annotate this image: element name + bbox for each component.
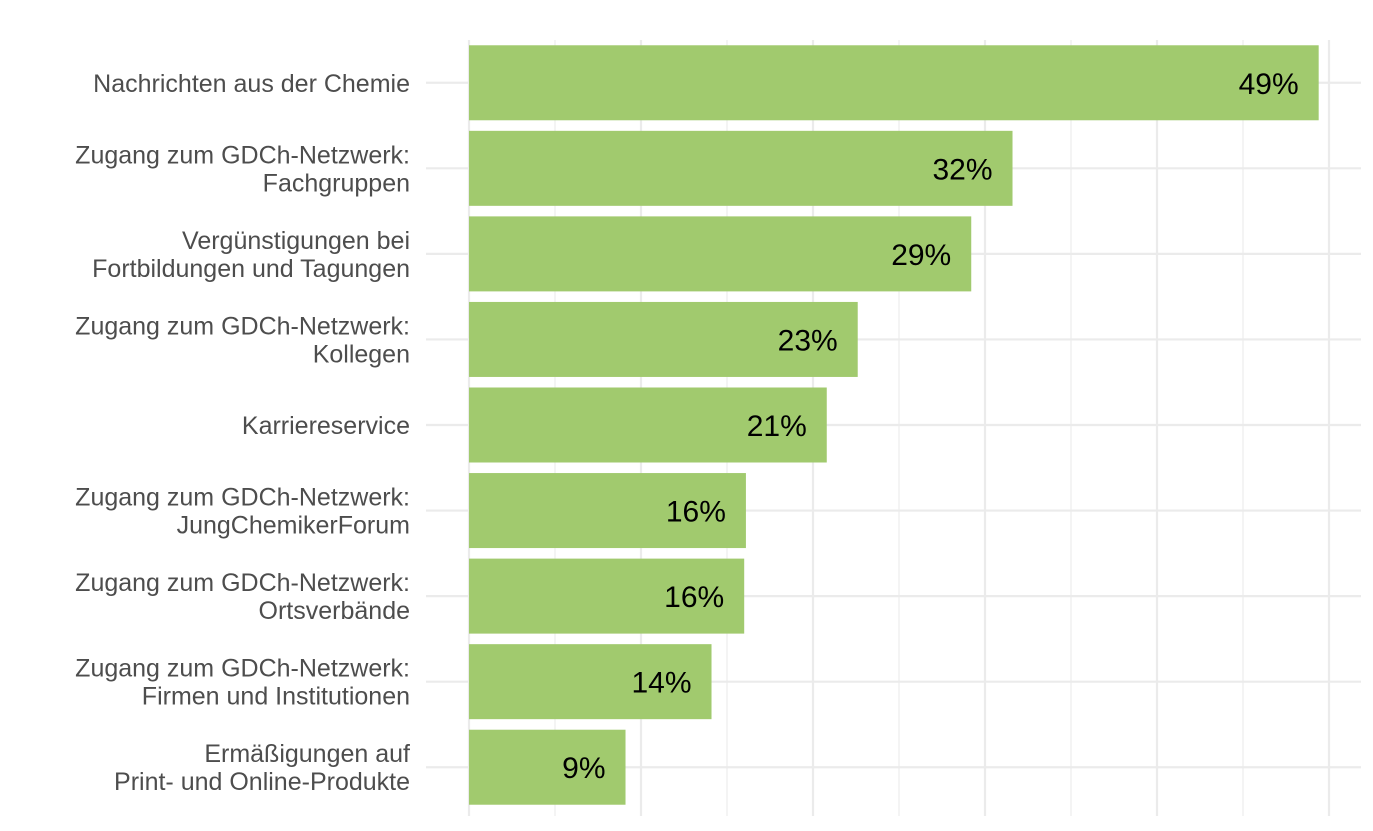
category-label: Karriereservice <box>242 412 410 440</box>
value-label: 16% <box>664 581 724 614</box>
value-label: 16% <box>666 496 726 529</box>
category-label: Zugang zum GDCh-Netzwerk: Ortsverbände <box>75 569 410 625</box>
value-labels: 49% 32% 29% 23% 21% 16% 16% 14% 9% <box>562 68 1299 785</box>
value-label: 32% <box>932 153 992 186</box>
bar <box>469 301 858 377</box>
category-label: Zugang zum GDCh-Netzwerk: Fachgruppen <box>75 141 410 197</box>
bar <box>469 473 746 549</box>
bar <box>469 729 626 805</box>
category-label: Nachrichten aus der Chemie <box>93 70 410 98</box>
bar <box>469 387 827 463</box>
value-label: 29% <box>891 239 951 272</box>
bar <box>469 130 1013 206</box>
category-label: Zugang zum GDCh-Netzwerk: Firmen und Inst… <box>75 655 410 711</box>
category-labels: Nachrichten aus der Chemie Zugang zum GDC… <box>75 70 410 796</box>
bar <box>469 45 1319 121</box>
value-label: 23% <box>778 324 838 357</box>
category-label: Vergünstigungen bei Fortbildungen und Tag… <box>92 227 410 283</box>
bar <box>469 558 745 634</box>
bar <box>469 644 712 720</box>
value-label: 9% <box>562 752 605 785</box>
category-label: Ermäßigungen auf Print- und Online-Produk… <box>114 740 410 796</box>
value-label: 14% <box>631 667 691 700</box>
bars <box>469 45 1319 805</box>
category-label: Zugang zum GDCh-Netzwerk: Kollegen <box>75 312 410 368</box>
value-label: 21% <box>747 410 807 443</box>
bar <box>469 216 972 292</box>
category-label: Zugang zum GDCh-Netzwerk: JungChemikerFor… <box>75 484 410 540</box>
value-label: 49% <box>1239 68 1299 101</box>
